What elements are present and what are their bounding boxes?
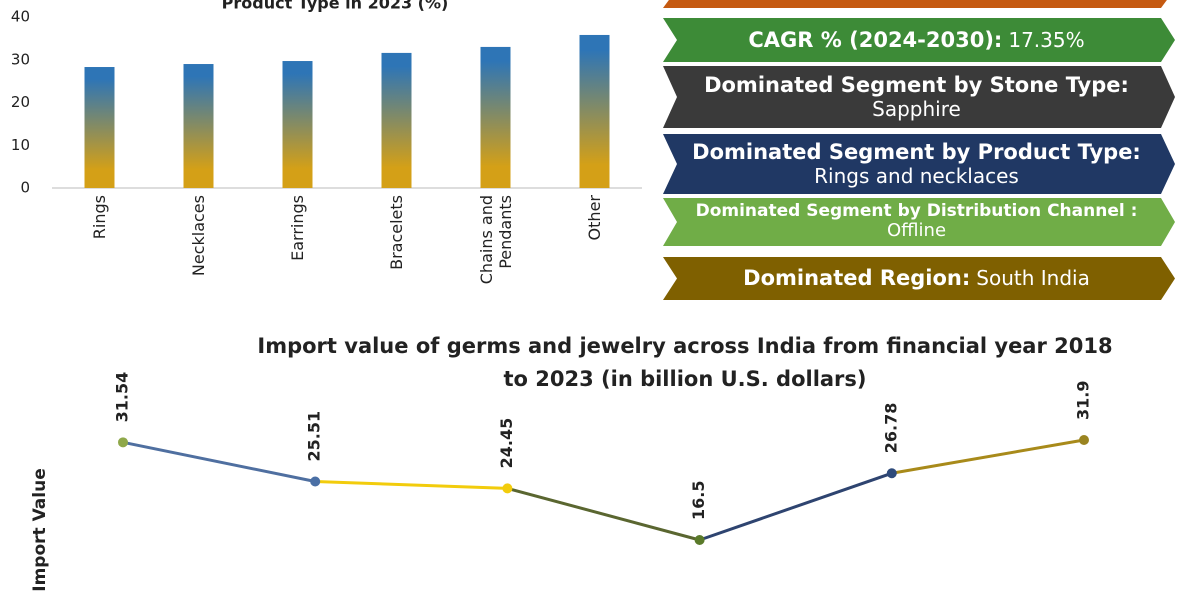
- kpi-box: [678, 0, 1155, 8]
- x-tick-label: Bracelets: [386, 195, 406, 270]
- line-point: [310, 476, 321, 487]
- bar: [183, 64, 214, 188]
- data-label: 31.54: [113, 372, 132, 423]
- line-segment: [122, 440, 316, 483]
- x-tick-label: Chains and Pendants: [476, 195, 515, 285]
- kpi-box: Dominated Segment by Product Type: Rings …: [678, 134, 1155, 194]
- data-label: 31.9: [1074, 381, 1093, 420]
- kpi-value: Offline: [886, 220, 947, 242]
- line-segment: [507, 486, 700, 542]
- kpi-box: CAGR % (2024-2030): 17.35%: [678, 18, 1155, 62]
- line-segment: [891, 438, 1085, 475]
- line-point: [694, 535, 705, 545]
- kpi-label: CAGR % (2024-2030):: [748, 27, 1003, 52]
- kpi-arrow: [663, 257, 1175, 300]
- line-point: [118, 437, 128, 448]
- kpi-arrow: [663, 198, 1175, 246]
- line-segment: [315, 479, 508, 490]
- kpi-arrow: [663, 134, 1175, 194]
- bar-title: Product Type in 2023 (%): [222, 0, 449, 13]
- bar: [381, 52, 412, 188]
- bar: [282, 61, 313, 188]
- kpi-label: Dominated Segment by Distribution Channe…: [695, 200, 1138, 221]
- bar: [579, 34, 610, 188]
- x-tick-label: Other: [584, 195, 604, 241]
- x-tick-label: Rings: [89, 195, 109, 240]
- kpi-label: Dominated Segment by Stone Type:: [704, 73, 1129, 98]
- y-axis-label: Import Value: [30, 468, 50, 591]
- x-tick-label: Earrings: [287, 195, 307, 261]
- kpi-arrow: [663, 66, 1175, 128]
- kpi-value: Sapphire: [872, 96, 961, 121]
- kpi-arrow: [663, 0, 1167, 8]
- kpi-box: Dominated Segment by Distribution Channe…: [678, 198, 1155, 246]
- y-tick-label: 10: [11, 136, 30, 154]
- y-tick-label: 40: [11, 8, 30, 26]
- kpi-value: 17.35%: [1008, 27, 1085, 52]
- x-tick-label: Necklaces: [188, 195, 208, 277]
- bar: [480, 46, 511, 188]
- data-label: 24.45: [497, 418, 516, 469]
- kpi-value: Rings and necklaces: [814, 163, 1019, 188]
- line-point: [886, 468, 897, 479]
- kpi-label: Dominated Segment by Product Type:: [692, 140, 1141, 165]
- kpi-box: Dominated Segment by Stone Type: Sapphire: [678, 66, 1155, 128]
- kpi-value: South India: [976, 266, 1090, 290]
- data-label: 26.78: [881, 403, 900, 454]
- line-point: [1079, 435, 1089, 445]
- y-tick-label: 20: [11, 93, 30, 111]
- kpi-label: Dominated Region:: [743, 266, 971, 291]
- bar: [84, 67, 115, 188]
- kpi-box: Dominated Region: South India: [678, 257, 1155, 300]
- line-segment: [699, 471, 893, 542]
- y-tick-label: 30: [11, 50, 30, 68]
- kpi-arrow: [663, 18, 1175, 62]
- data-label: 25.51: [305, 411, 324, 462]
- line-point: [502, 483, 513, 494]
- data-label: 16.5: [689, 481, 708, 520]
- y-tick-label: 0: [20, 179, 30, 197]
- line-title: Import value of germs and jewelry across…: [257, 334, 1113, 391]
